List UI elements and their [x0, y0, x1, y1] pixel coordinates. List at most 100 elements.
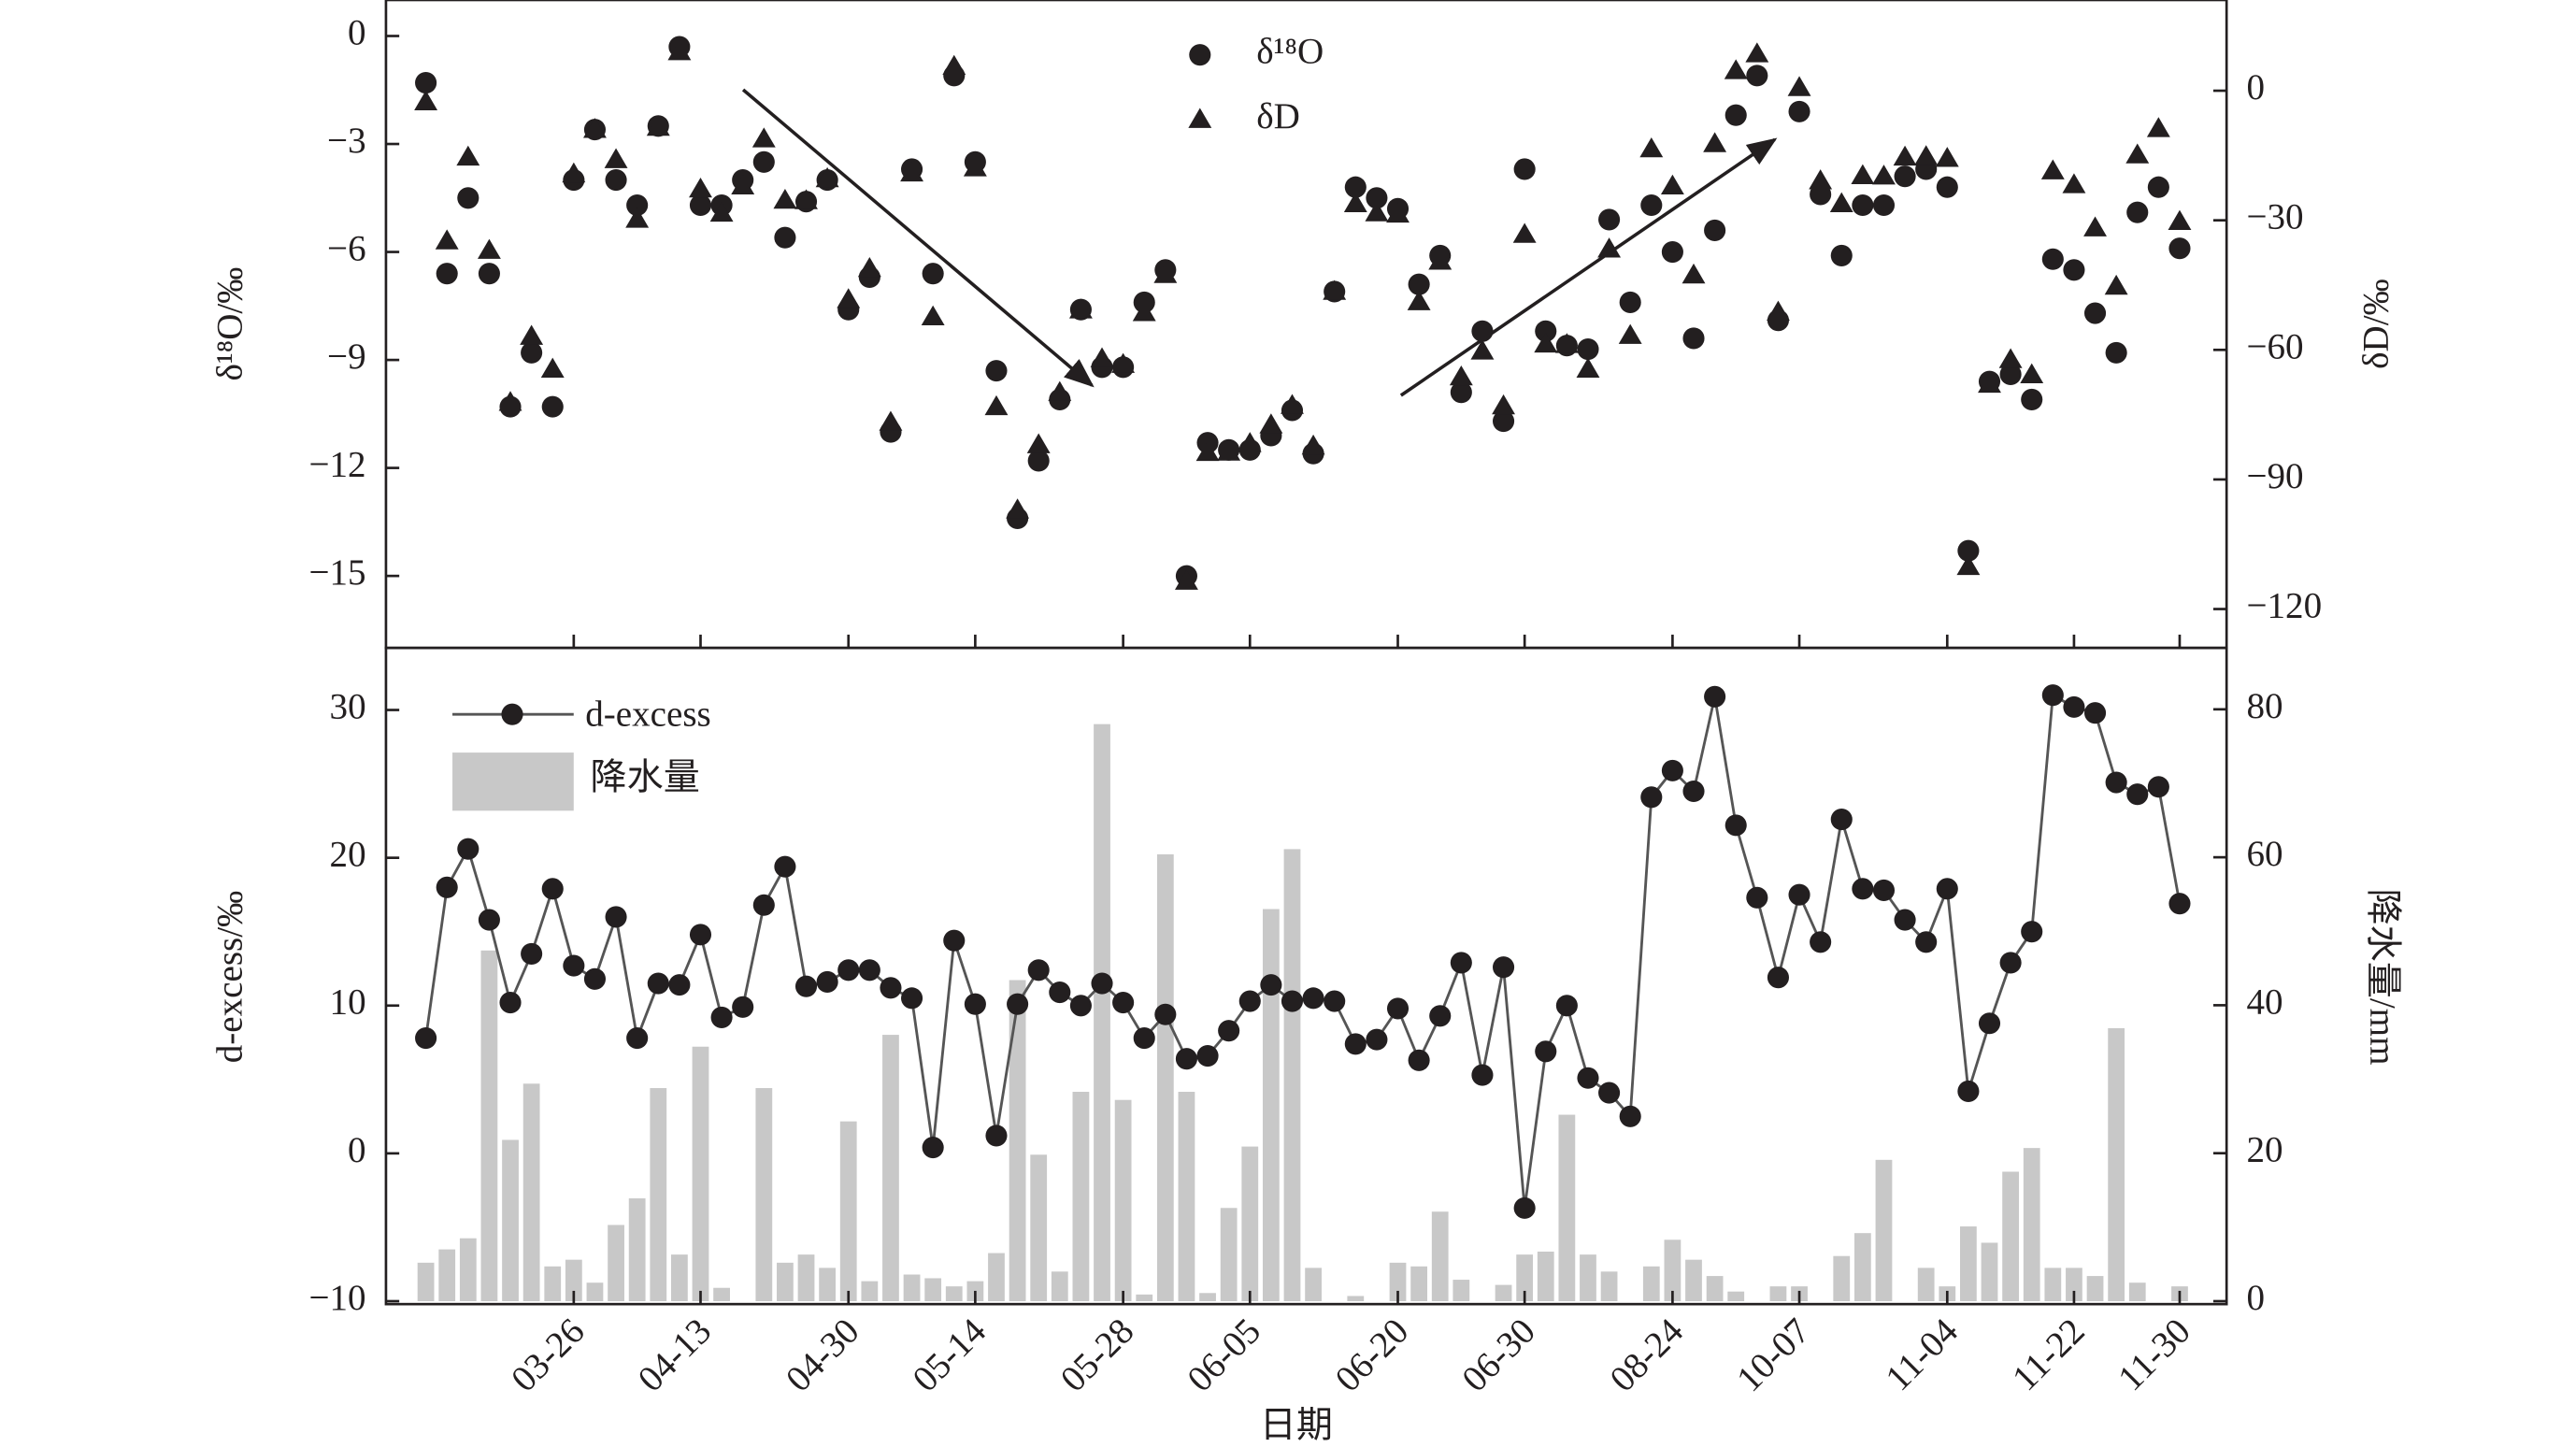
circle-marker	[1830, 808, 1853, 831]
circle-marker	[1408, 1049, 1430, 1071]
circle-marker	[1027, 959, 1050, 981]
triangle-marker	[1111, 352, 1136, 373]
circle-marker	[985, 1125, 1008, 1147]
bar	[1009, 980, 1026, 1301]
circle-marker	[1999, 363, 2022, 386]
circle-marker	[1408, 273, 1430, 295]
circle-marker	[2105, 341, 2127, 364]
circle-marker	[1619, 291, 1641, 314]
y-tick-label: −15	[308, 552, 365, 593]
triangle-marker	[1428, 250, 1453, 270]
circle-marker	[415, 1026, 437, 1050]
circle-marker	[457, 838, 479, 860]
y2-tick-label: 0	[2246, 67, 2265, 107]
x-tick-label: 03-26	[504, 1311, 593, 1399]
bar	[628, 1197, 646, 1301]
triangle-marker	[1449, 365, 1473, 386]
circle-marker	[521, 341, 543, 364]
triangle-marker	[1809, 169, 1833, 190]
triangle-marker	[1660, 174, 1684, 195]
circle-marker	[1513, 158, 1536, 180]
triangle-marker	[1956, 554, 1981, 576]
circle-marker	[2168, 237, 2191, 260]
bar	[988, 1253, 1005, 1301]
circle-marker	[922, 1137, 944, 1159]
circle-marker	[985, 360, 1008, 382]
triangle-marker	[1470, 339, 1495, 360]
bar	[2108, 1027, 2125, 1301]
circle-marker	[1492, 409, 1515, 433]
circle-marker	[2063, 695, 2085, 718]
triangle-marker	[1386, 202, 1410, 223]
circle-marker	[541, 878, 564, 900]
circle-marker	[1767, 967, 1789, 989]
x-tick-label: 11-22	[2005, 1311, 2093, 1398]
x-tick-label: 06-20	[1327, 1311, 1416, 1399]
triangle-marker	[900, 161, 923, 182]
circle-marker	[964, 993, 986, 1015]
triangle-marker	[942, 54, 966, 76]
legend-symbol	[1188, 107, 1212, 128]
triangle-marker	[562, 162, 586, 183]
bar	[1114, 1099, 1132, 1301]
circle-marker	[1049, 981, 1071, 1004]
triangle-marker	[1787, 76, 1811, 96]
circle-marker	[1682, 327, 1705, 350]
bar	[945, 1286, 963, 1301]
triangle-marker	[540, 357, 565, 378]
circle-marker	[1324, 990, 1346, 1012]
triangle-marker	[2062, 173, 2086, 193]
bar	[1685, 1259, 1702, 1301]
circle-marker	[858, 959, 880, 981]
circle-marker	[1830, 244, 1853, 266]
bar	[839, 1121, 857, 1301]
circle-marker	[774, 855, 796, 878]
circle-marker	[901, 987, 923, 1010]
circle-marker	[2021, 388, 2043, 410]
bar	[1030, 1154, 1048, 1301]
y2-tick-label: 0	[2246, 1278, 2265, 1318]
triangle-marker	[1492, 394, 1515, 415]
x-tick-label: 06-05	[1180, 1311, 1268, 1399]
y2-tick-label: 60	[2246, 834, 2283, 874]
x-axis-label: 日期	[1260, 1405, 1333, 1445]
circle-marker	[605, 906, 627, 928]
legend-symbol	[452, 752, 574, 811]
circle-marker	[1957, 1080, 1980, 1103]
circle-marker	[1429, 1005, 1452, 1027]
circle-marker	[1513, 1196, 1536, 1219]
circle-marker	[1894, 909, 1916, 931]
bar	[1431, 1211, 1449, 1301]
triangle-marker	[1323, 279, 1347, 300]
trend-arrow	[741, 88, 1095, 388]
bar	[1199, 1293, 1216, 1301]
circle-marker	[774, 226, 796, 249]
triangle-marker	[1576, 357, 1600, 378]
bar	[797, 1254, 815, 1301]
circle-marker	[880, 977, 902, 999]
bar	[417, 1262, 435, 1301]
bar	[1917, 1268, 1935, 1301]
y-tick-label: 20	[330, 835, 366, 875]
triangle-marker	[709, 201, 734, 222]
legend-symbol	[501, 703, 523, 725]
circle-marker	[1619, 1105, 1641, 1127]
triangle-marker	[1217, 440, 1241, 461]
triangle-marker	[2020, 363, 2044, 383]
triangle-marker	[984, 394, 1009, 416]
bar	[2066, 1268, 2082, 1301]
triangle-marker	[1238, 432, 1262, 452]
circle-marker	[2041, 684, 2064, 707]
triangle-marker	[1829, 192, 1853, 212]
y-tick-label: −12	[308, 445, 365, 485]
bar	[1347, 1296, 1365, 1301]
bar	[502, 1139, 519, 1301]
triangle-marker	[625, 208, 650, 228]
circle-marker	[436, 263, 458, 285]
triangle-marker	[1724, 59, 1748, 79]
circle-marker	[1555, 995, 1578, 1017]
circle-marker	[732, 996, 754, 1018]
circle-marker	[1894, 165, 1916, 188]
circle-marker	[1450, 381, 1472, 404]
x-tick-label: 05-28	[1053, 1311, 1142, 1399]
